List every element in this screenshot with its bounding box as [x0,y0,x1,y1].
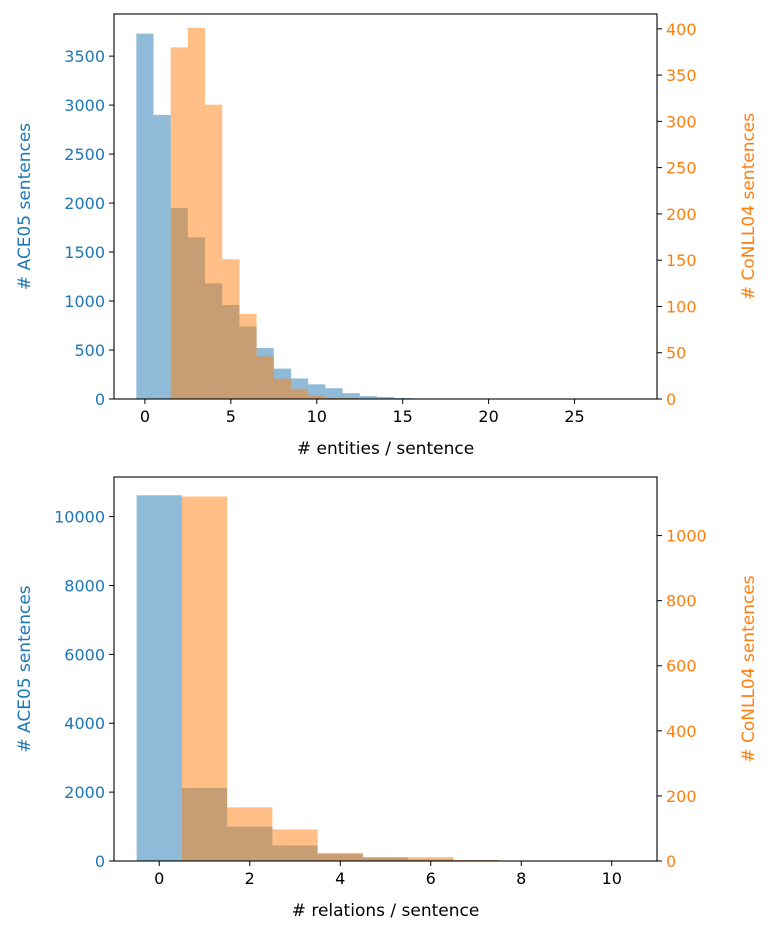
y-left-tick-label: 2000 [64,783,105,802]
x-tick-label: 25 [564,407,584,426]
series-conll04 [170,27,360,399]
x-tick-label: 10 [307,407,327,426]
bar-conll04-2 [187,27,206,399]
bar-conll04-3 [205,104,223,399]
x-axis-title: # entities / sentence [297,439,474,459]
y-right-tick-label: 1000 [666,527,707,546]
bar-conll04-8 [290,388,309,399]
plot-frame [113,13,658,400]
bar-conll04-3 [272,829,318,861]
x-tick-label: 10 [602,869,622,888]
y-right-tick-label: 800 [666,592,697,611]
bar-conll04-6 [256,356,274,399]
bar-ace05-1 [136,33,154,400]
y-left-tick-label: 2500 [64,145,105,164]
y-left-tick-label: 6000 [64,645,105,664]
x-tick-label: 5 [226,407,236,426]
plot-frame [113,476,658,862]
bar-conll04-7 [273,378,291,399]
bar-conll04-9 [308,395,326,399]
y-left-tick-label: 10000 [54,508,105,527]
y-right-tick-label: 0 [666,390,676,409]
panels: 0 5 10 15 20 25050010001500200025003000350005… [15,13,759,921]
y-left-tick-label: 0 [95,852,105,871]
y-right-axis-title: # CoNLL04 sentences [739,113,759,300]
y-left-tick-label: 4000 [64,714,105,733]
x-tick-label: 0 [154,869,164,888]
y-right-tick-label: 150 [666,251,697,270]
y-right-tick-label: 400 [666,20,697,39]
bar-conll04-5 [362,857,409,861]
chart-panel-1: 0 5 10 15 20 25050010001500200025003000350005… [15,13,759,459]
y-right-tick-label: 300 [666,112,697,131]
x-tick-label: 20 [478,407,498,426]
y-right-tick-label: 600 [666,657,697,676]
series-conll04 [181,496,499,861]
y-right-axis-title: # CoNLL04 sentences [739,575,759,762]
chart-panel-2: 0 2 4 6 8 10 0 2000 4000 6000 8000 10000 0 200 400 600 8… [15,476,759,921]
y-right-tick-label: 50 [666,344,686,363]
y-left-tick-label: 0 [95,390,105,409]
x-tick-label: 15 [393,407,413,426]
x-tick-label: 8 [516,869,526,888]
y-left-tick-label: 3500 [64,47,105,66]
x-tick-label: 0 [140,407,150,426]
bar-conll04-2 [227,807,273,861]
bar-conll04-4 [317,852,363,861]
y-right-tick-label: 200 [666,205,697,224]
y-right-tick-label: 0 [666,852,676,871]
x-tick-label: 2 [245,869,255,888]
bar-ace05-1 [136,495,182,861]
bar-conll04-4 [222,259,240,399]
bar-ace05-13 [342,393,360,399]
y-right-tick-label: 400 [666,722,697,741]
y-right-tick-label: 100 [666,297,697,316]
y-left-tick-label: 1500 [64,243,105,262]
bar-ace05-12 [325,388,343,399]
bar-conll04-6 [408,857,454,861]
y-left-tick-label: 8000 [64,576,105,595]
y-left-axis-title: # ACE05 sentences [15,123,35,290]
y-left-tick-label: 2000 [64,194,105,213]
bar-ace05-2 [153,114,171,400]
x-tick-label: 6 [426,869,436,888]
y-right-tick-label: 350 [666,66,697,85]
y-left-tick-label: 1000 [64,292,105,311]
bar-conll04-5 [239,313,257,399]
bar-conll04-1 [170,47,188,399]
y-right-tick-label: 250 [666,159,697,178]
y-right-tick-label: 200 [666,787,697,806]
x-tick-label: 4 [335,869,345,888]
bar-ace05-14 [359,396,377,399]
y-left-tick-label: 500 [74,341,105,360]
y-left-tick-label: 3000 [64,96,105,115]
bar-ace05-15 [376,397,395,399]
y-left-axis-title: # ACE05 sentences [15,585,35,752]
x-axis-title: # relations / sentence [292,901,480,921]
bar-conll04-1 [181,496,228,861]
